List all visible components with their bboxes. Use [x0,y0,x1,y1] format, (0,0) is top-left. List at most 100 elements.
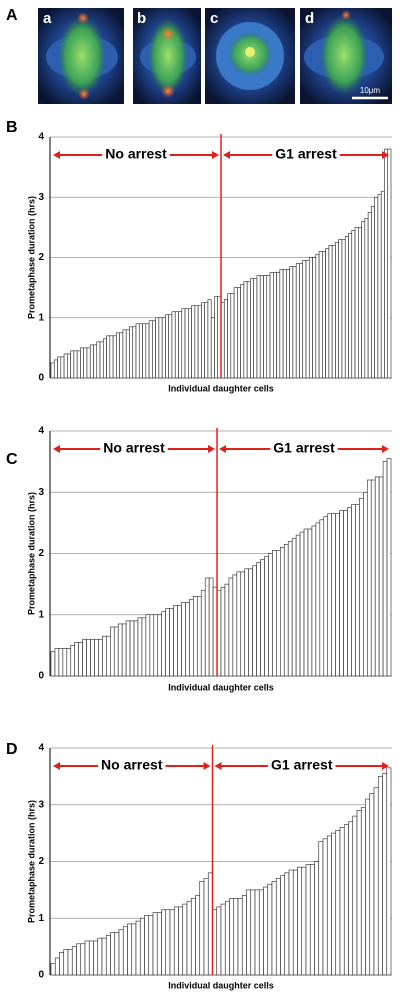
bar [144,915,150,976]
bar [322,251,326,379]
bar [335,513,340,677]
bar [114,932,120,976]
bar [253,278,258,379]
bar [292,869,298,976]
micrograph: b [133,8,201,104]
image-label: d [305,10,314,27]
bar [97,937,103,976]
bar [185,602,190,677]
bar [153,614,159,677]
bar [71,946,77,976]
charts: B 0 1 2 3 4 Prometaphase duration (hrs) Individ… [6,119,392,990]
bar [263,886,269,976]
bar [241,895,247,976]
y-axis-label: Prometaphase duration (hrs) [26,800,36,923]
bar [106,635,111,677]
bar [273,272,277,379]
bar [148,320,153,379]
bar [331,832,337,976]
bar [102,635,107,677]
panel-label: A [6,7,18,24]
group-label-bg [270,441,338,457]
bar [173,906,179,976]
bar [132,326,137,379]
bar [288,869,294,976]
bar [76,350,81,379]
bar [195,895,201,976]
bar [373,787,379,976]
bar [292,266,297,379]
bar [244,568,249,677]
bar [252,565,257,677]
bar [374,196,379,379]
group-label: No arrest [101,757,163,773]
bar [208,577,214,677]
bar [96,341,101,379]
bar [80,943,86,976]
bar [113,626,119,677]
bar [158,317,163,379]
bar [240,284,245,379]
bar [269,272,274,379]
y-tick-label: 2 [38,252,44,263]
bar [141,617,147,677]
bar [203,878,209,976]
bar [152,320,156,379]
bar [137,617,143,677]
group-label: No arrest [103,440,165,456]
bar [361,221,366,379]
bar [118,929,124,976]
bar [341,239,346,379]
group-label: G1 arrest [271,757,333,773]
bar [117,623,123,677]
group-label: G1 arrest [275,146,337,162]
bar [263,275,268,379]
bar [360,807,366,976]
y-tick-label: 3 [38,192,44,203]
bar [282,269,287,379]
bar [177,605,182,677]
bar [173,605,178,677]
bar [305,260,310,379]
bar [216,906,222,976]
bar [237,287,241,379]
bar [295,263,300,379]
bar [178,906,184,976]
y-axis-label: Prometaphase duration (hrs) [26,492,36,615]
bar [256,562,261,677]
y-tick-label: 1 [38,312,44,323]
bar [243,281,248,379]
bar [331,245,336,379]
bar [377,193,382,379]
bar [246,281,251,379]
bar [370,479,376,677]
bar [386,458,392,677]
image-label: b [137,10,146,27]
bar [280,547,285,677]
bar [315,522,321,677]
y-tick-label: 4 [38,743,44,754]
bar [214,296,219,379]
bar [168,314,173,379]
bar [105,934,111,976]
bar [327,513,332,677]
bar [135,920,141,976]
bar [355,504,360,677]
arrow-head [212,151,219,159]
bar [311,525,317,677]
bar [178,311,183,379]
bar [378,476,384,677]
bar [165,314,169,379]
arrow-head [208,445,216,453]
bar [220,903,226,976]
bar [326,835,332,976]
bar [369,793,375,976]
bar [237,898,243,976]
bar [53,359,58,379]
bar [325,248,330,379]
bar [109,335,114,379]
bar [335,242,339,379]
bar [101,937,107,976]
bar [374,476,380,677]
bar [347,507,352,677]
